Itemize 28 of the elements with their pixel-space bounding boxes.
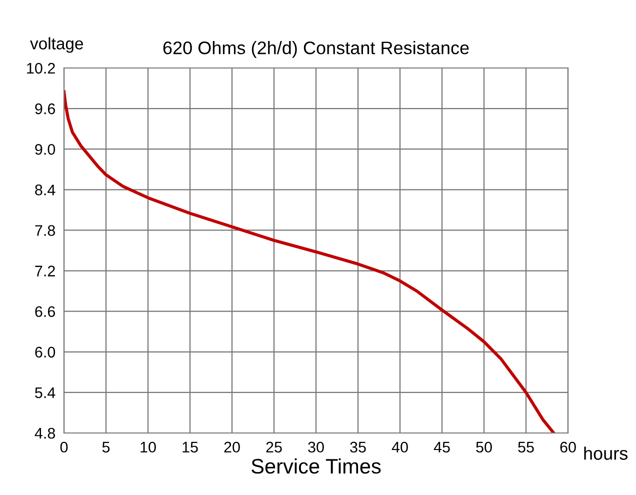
x-tick-label: 15 [182, 442, 198, 453]
x-tick-label: 60 [560, 442, 576, 453]
y-tick-label: 9.6 [35, 103, 55, 114]
x-tick-label: 25 [266, 442, 282, 453]
x-tick-label: 35 [350, 442, 366, 453]
x-tick-label: 40 [392, 442, 408, 453]
y-tick-label: 7.2 [35, 266, 55, 276]
x-tick-label: 20 [224, 442, 240, 453]
y-tick-label: 8.4 [35, 184, 56, 196]
x-tick-label: 0 [60, 442, 68, 453]
y-tick-label: 6.6 [35, 306, 55, 318]
x-tick-label: 10 [140, 442, 156, 453]
x-tick-label: 45 [434, 442, 450, 453]
x-axis-title: Service Times [252, 458, 381, 474]
y-tick-label: 4.8 [34, 428, 56, 439]
chart-title: 620 Ohms (2h/d) Constant Resistance [163, 41, 469, 58]
x-tick-label: 50 [476, 442, 492, 453]
x-tick-label: 30 [308, 442, 324, 453]
y-tick-label: 10.2 [27, 62, 55, 74]
x-tick-label: 55 [518, 442, 534, 453]
x-tick-label: 5 [102, 442, 110, 453]
y-tick-label: 7.8 [35, 225, 56, 236]
y-tick-label: 9.0 [35, 144, 56, 155]
y-tick-label: 6.0 [35, 346, 56, 358]
line-series [64, 90, 556, 433]
y-tick-label: 5.4 [35, 387, 56, 398]
text: hours [584, 446, 628, 460]
y-axis-title: voltage [30, 37, 84, 53]
